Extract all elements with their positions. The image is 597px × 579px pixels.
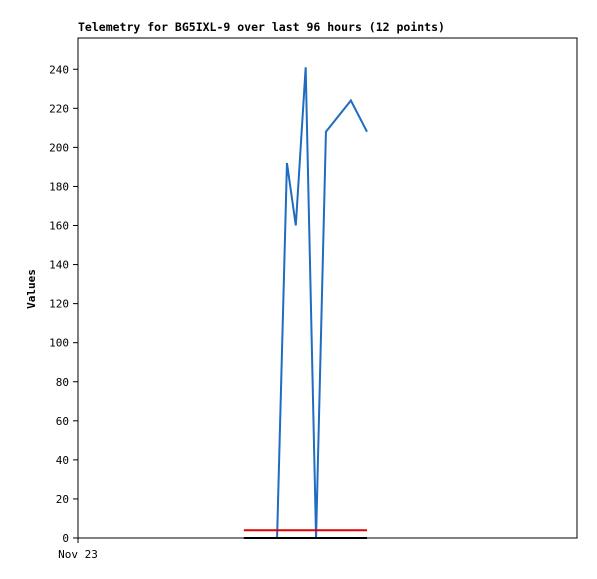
x-tick-label: Nov 23 (58, 548, 98, 561)
y-tick-label: 20 (56, 493, 69, 506)
y-axis-label: Values (25, 269, 38, 309)
data-line (276, 67, 368, 539)
y-tick-label: 40 (56, 454, 69, 467)
y-tick-label: 80 (56, 376, 69, 389)
y-tick-label: 60 (56, 415, 69, 428)
y-tick-label: 240 (49, 63, 69, 76)
y-tick-label: 160 (49, 220, 69, 233)
y-tick-label: 220 (49, 102, 69, 115)
y-tick-label: 120 (49, 298, 69, 311)
plot-frame (77, 37, 578, 539)
y-tick-label: 0 (62, 532, 69, 545)
y-tick-label: 180 (49, 180, 69, 193)
y-tick-label: 200 (49, 141, 69, 154)
y-tick-label: 140 (49, 259, 69, 272)
chart-title: Telemetry for BG5IXL-9 over last 96 hour… (78, 20, 445, 34)
y-tick-label: 100 (49, 337, 69, 350)
